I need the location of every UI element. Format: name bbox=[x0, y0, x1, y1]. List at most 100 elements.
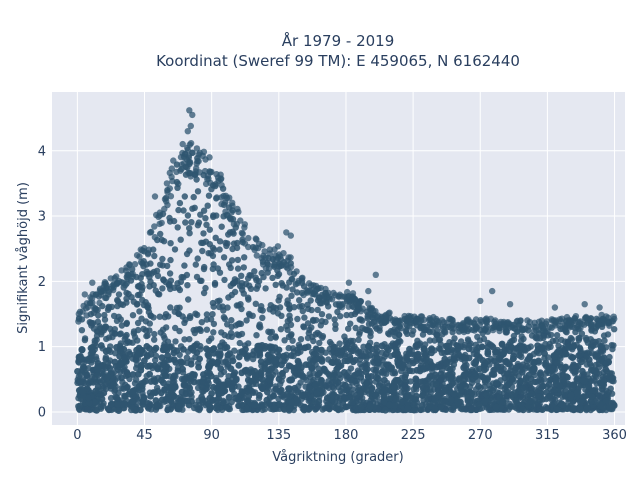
scatter-point bbox=[286, 269, 294, 276]
scatter-point bbox=[223, 211, 230, 219]
scatter-point bbox=[492, 348, 499, 356]
scatter-point bbox=[509, 376, 516, 383]
scatter-point bbox=[198, 277, 205, 284]
scatter-point bbox=[195, 363, 203, 371]
scatter-point bbox=[186, 169, 193, 177]
scatter-point bbox=[401, 312, 408, 320]
scatter-point bbox=[96, 323, 103, 330]
scatter-point bbox=[112, 386, 119, 394]
scatter-point bbox=[283, 390, 291, 398]
scatter-point bbox=[232, 376, 240, 384]
scatter-point bbox=[244, 352, 252, 360]
scatter-point bbox=[484, 348, 492, 356]
scatter-point bbox=[524, 317, 531, 324]
scatter-point bbox=[404, 399, 412, 407]
outlier-point bbox=[372, 271, 379, 278]
scatter-point bbox=[432, 371, 439, 379]
scatter-point bbox=[203, 345, 210, 353]
scatter-point bbox=[575, 352, 583, 359]
scatter-point bbox=[283, 323, 290, 330]
outlier-point bbox=[581, 301, 588, 308]
scatter-point bbox=[373, 374, 380, 382]
scatter-point bbox=[303, 287, 310, 294]
scatter-point bbox=[160, 332, 167, 339]
scatter-point bbox=[193, 326, 200, 333]
scatter-point bbox=[279, 369, 286, 377]
scatter-point bbox=[426, 337, 434, 344]
scatter-point bbox=[437, 370, 445, 378]
scatter-point bbox=[412, 383, 420, 390]
scatter-point bbox=[352, 324, 359, 332]
scatter-point bbox=[177, 278, 185, 285]
scatter-point bbox=[188, 345, 196, 352]
scatter-point bbox=[519, 326, 526, 334]
scatter-point bbox=[158, 354, 166, 362]
scatter-point bbox=[262, 285, 269, 292]
scatter-point bbox=[235, 362, 243, 369]
scatter-point bbox=[349, 398, 356, 406]
scatter-point bbox=[197, 211, 204, 218]
scatter-point bbox=[241, 240, 249, 247]
scatter-point bbox=[186, 225, 193, 232]
scatter-point bbox=[93, 332, 101, 340]
scatter-point bbox=[257, 306, 264, 314]
scatter-point bbox=[606, 403, 613, 411]
scatter-point bbox=[121, 335, 128, 343]
scatter-point bbox=[381, 376, 388, 384]
scatter-point bbox=[276, 293, 283, 300]
scatter-point bbox=[234, 256, 242, 264]
scatter-point bbox=[90, 309, 97, 316]
scatter-point bbox=[210, 383, 217, 391]
scatter-point bbox=[182, 390, 190, 398]
x-tick-label: 360 bbox=[602, 428, 627, 443]
scatter-point bbox=[123, 295, 130, 302]
scatter-point bbox=[114, 302, 121, 310]
scatter-point bbox=[298, 302, 306, 310]
scatter-point bbox=[175, 403, 183, 411]
scatter-point bbox=[534, 342, 541, 350]
scatter-point bbox=[596, 392, 603, 399]
scatter-point bbox=[252, 235, 259, 242]
scatter-point bbox=[260, 380, 268, 387]
scatter-point bbox=[519, 391, 527, 399]
scatter-point bbox=[144, 303, 151, 311]
scatter-point bbox=[105, 406, 113, 413]
scatter-point bbox=[334, 405, 342, 413]
scatter-point bbox=[434, 392, 441, 399]
scatter-point bbox=[146, 229, 154, 236]
scatter-point bbox=[580, 377, 588, 385]
scatter-point bbox=[572, 313, 580, 320]
scatter-point bbox=[192, 310, 199, 317]
y-axis-label: Signifikant våghöjd (m) bbox=[16, 182, 31, 334]
scatter-point bbox=[182, 219, 189, 226]
scatter-point bbox=[363, 379, 371, 387]
scatter-point bbox=[393, 348, 400, 356]
scatter-point bbox=[124, 371, 131, 379]
scatter-point bbox=[200, 207, 208, 214]
scatter-point bbox=[144, 332, 151, 339]
scatter-point bbox=[187, 140, 195, 147]
scatter-point bbox=[174, 224, 181, 231]
scatter-point bbox=[410, 406, 418, 414]
scatter-point bbox=[270, 404, 278, 412]
scatter-point bbox=[410, 401, 417, 408]
scatter-point bbox=[206, 241, 213, 248]
scatter-point bbox=[332, 376, 339, 384]
scatter-point bbox=[285, 405, 293, 413]
scatter-point bbox=[146, 370, 154, 378]
scatter-point bbox=[114, 401, 122, 408]
scatter-point bbox=[175, 206, 182, 214]
scatter-point bbox=[386, 395, 393, 402]
scatter-point bbox=[181, 193, 188, 200]
scatter-point bbox=[235, 383, 242, 390]
scatter-point bbox=[536, 335, 544, 342]
scatter-point bbox=[193, 349, 201, 356]
scatter-point bbox=[310, 337, 317, 345]
scatter-point bbox=[161, 196, 169, 203]
scatter-point bbox=[334, 358, 342, 366]
scatter-point bbox=[539, 383, 546, 390]
scatter-point bbox=[525, 327, 532, 334]
scatter-point bbox=[216, 352, 224, 360]
scatter-point bbox=[93, 366, 101, 373]
scatter-point bbox=[135, 348, 143, 356]
